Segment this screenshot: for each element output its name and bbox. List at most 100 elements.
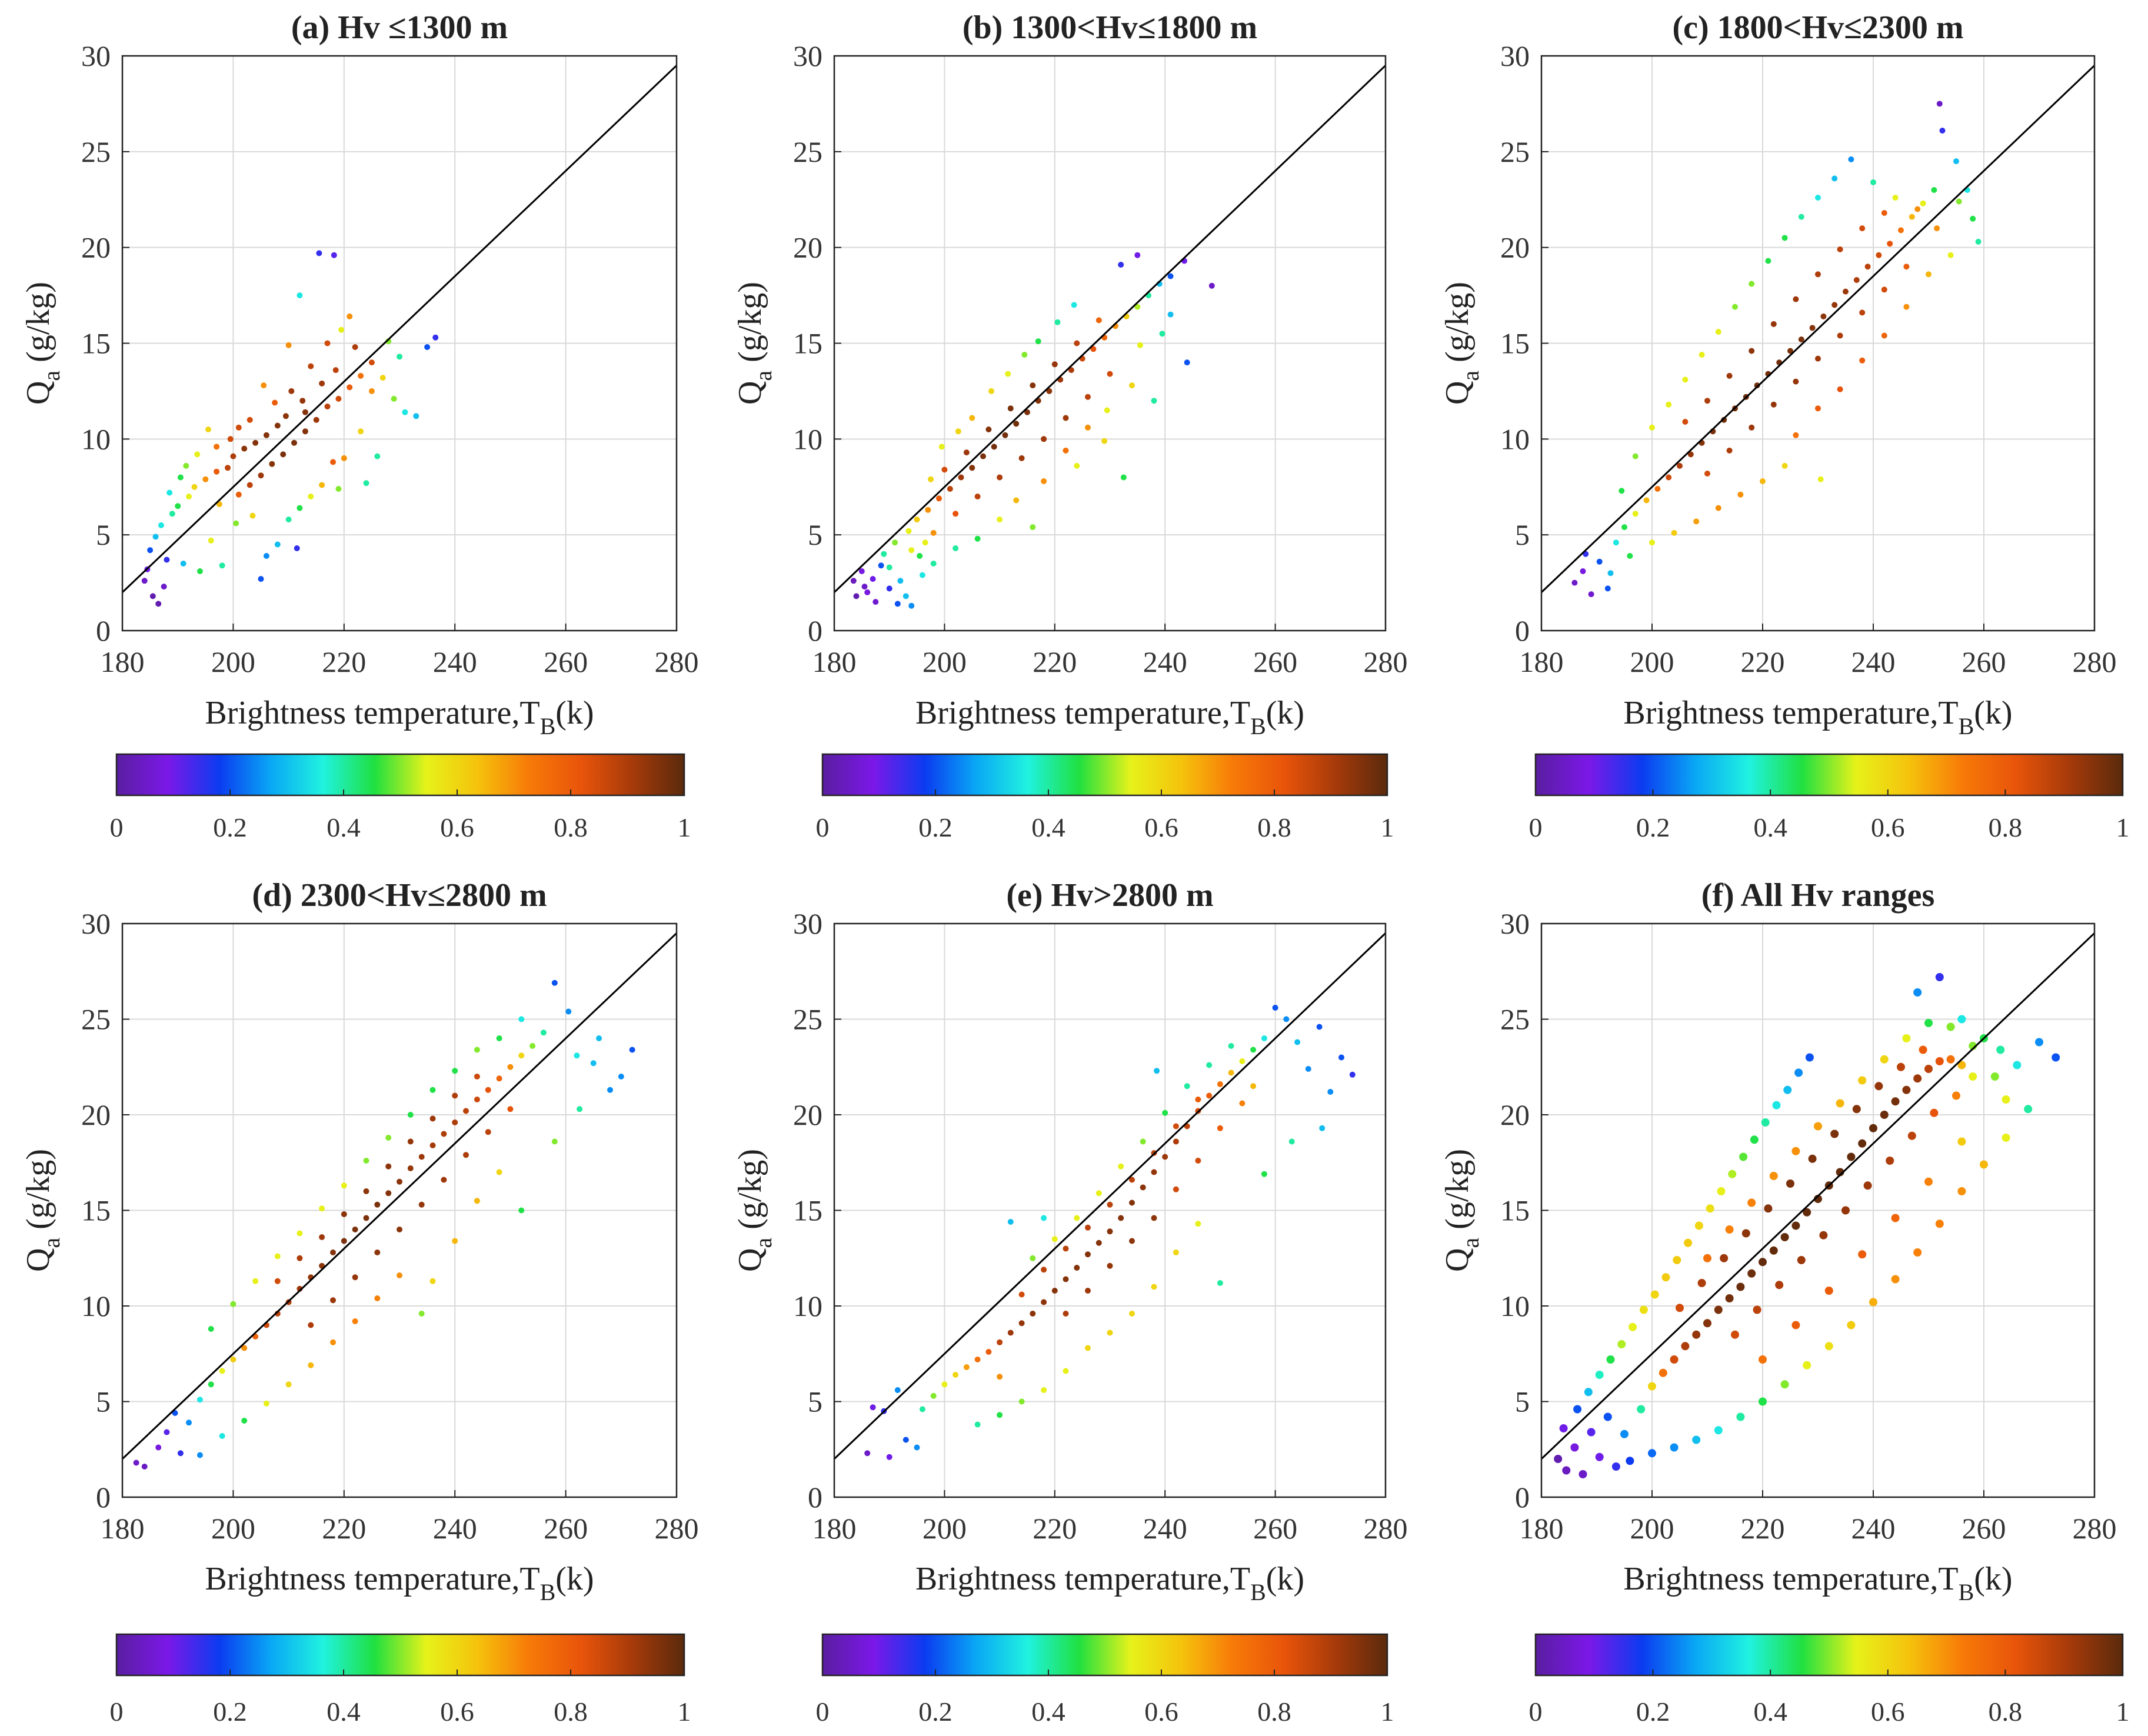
data-point (1725, 1225, 1734, 1234)
data-point (186, 1420, 192, 1426)
data-point (1676, 1304, 1684, 1312)
data-point (1791, 1221, 1800, 1230)
data-point (997, 517, 1003, 523)
data-point (1129, 1199, 1135, 1206)
data-point (1791, 1147, 1800, 1155)
data-point (2002, 1095, 2010, 1104)
data-point (485, 1087, 491, 1093)
data-point (1946, 1022, 1955, 1031)
data-point (1770, 321, 1777, 327)
colorbar-tick-label: 0.4 (327, 1697, 361, 1727)
data-point (1715, 505, 1721, 511)
data-point (861, 584, 868, 590)
y-tick-label: 20 (793, 1098, 822, 1131)
y-tick-label: 25 (1500, 135, 1530, 168)
data-point (214, 444, 220, 450)
data-point (1870, 179, 1876, 185)
x-axis-label-main: Brightness temperature,T (1623, 695, 1958, 731)
colorbar-tick-label: 0.8 (554, 1697, 588, 1727)
data-point (374, 453, 381, 459)
data-point (540, 1029, 547, 1036)
data-point (1926, 271, 1931, 278)
data-point (1643, 497, 1650, 504)
data-point (363, 480, 369, 487)
data-point (407, 1112, 414, 1118)
data-point (1239, 1058, 1245, 1064)
data-point (208, 1326, 214, 1332)
data-point (1765, 258, 1771, 264)
data-point (1714, 1305, 1723, 1314)
colorbar-tick-label: 1 (2116, 1697, 2130, 1727)
x-tick-label: 180 (812, 645, 857, 678)
data-point (1869, 1124, 1877, 1132)
colorbar-tick-label: 0.4 (1031, 812, 1065, 842)
colorbar-tick-label: 0 (816, 1697, 830, 1727)
data-point (941, 467, 948, 473)
data-point (1787, 348, 1793, 354)
data-point (930, 561, 937, 567)
data-point (1217, 1081, 1223, 1087)
x-tick-label: 260 (544, 645, 588, 678)
data-point (155, 1444, 162, 1451)
data-point (1562, 1466, 1571, 1475)
data-point (1749, 281, 1755, 287)
data-point (1632, 511, 1639, 517)
data-point (1682, 419, 1689, 425)
data-point (1294, 1039, 1301, 1045)
colorbar-tick-label: 0.8 (554, 812, 588, 842)
data-point (1887, 241, 1893, 247)
data-point (1781, 235, 1788, 241)
x-tick-label: 280 (1364, 645, 1408, 678)
data-point (297, 1230, 303, 1237)
data-point (1140, 1184, 1146, 1191)
data-point (235, 491, 242, 498)
data-point (1891, 1275, 1900, 1284)
data-point (1046, 388, 1053, 394)
data-point (1671, 529, 1677, 536)
data-point (1769, 1246, 1778, 1255)
data-point (908, 602, 915, 609)
data-point (1682, 376, 1689, 383)
data-point (1775, 1281, 1784, 1289)
data-point (963, 1364, 970, 1370)
data-point (1074, 462, 1080, 469)
data-point (1725, 1294, 1734, 1302)
y-axis-label: Qa (g/kg) (20, 1149, 65, 1272)
data-point (1681, 1342, 1690, 1351)
data-point (1129, 1311, 1135, 1317)
data-point (1041, 1299, 1047, 1305)
data-point (1836, 1099, 1844, 1108)
data-point (1173, 1249, 1179, 1255)
x-axis-label-subscript: B (540, 713, 556, 739)
data-point (1162, 1109, 1168, 1116)
data-point (197, 1452, 203, 1458)
chart-title: (d) 2300<Hv≤2800 m (252, 877, 547, 914)
data-point (1931, 187, 1937, 193)
data-point (997, 474, 1003, 481)
data-point (1780, 1233, 1789, 1241)
data-point (1903, 264, 1910, 270)
data-point (424, 344, 431, 350)
data-point (1107, 1228, 1113, 1235)
y-tick-label: 25 (793, 135, 822, 168)
data-point (164, 557, 170, 563)
y-axis-label: Qa (g/kg) (1439, 1149, 1484, 1272)
data-point (1239, 1100, 1245, 1107)
x-tick-label: 220 (1741, 1512, 1785, 1545)
data-point (969, 465, 975, 471)
data-point (930, 1392, 937, 1399)
y-axis-label-unit: (g/kg) (732, 282, 768, 371)
x-axis-label-subscript: B (540, 1579, 556, 1605)
data-point (397, 1178, 402, 1185)
data-point (141, 578, 148, 584)
colorbar-tick-label: 0.8 (1989, 812, 2023, 842)
y-tick-label: 20 (81, 1098, 111, 1131)
data-point (1924, 1019, 1933, 1027)
data-point (1913, 988, 1922, 997)
data-point (1063, 1245, 1069, 1252)
x-axis-label-unit: (k) (555, 1561, 594, 1597)
data-point (363, 1215, 369, 1221)
data-point (413, 413, 419, 419)
data-point (1041, 436, 1047, 442)
